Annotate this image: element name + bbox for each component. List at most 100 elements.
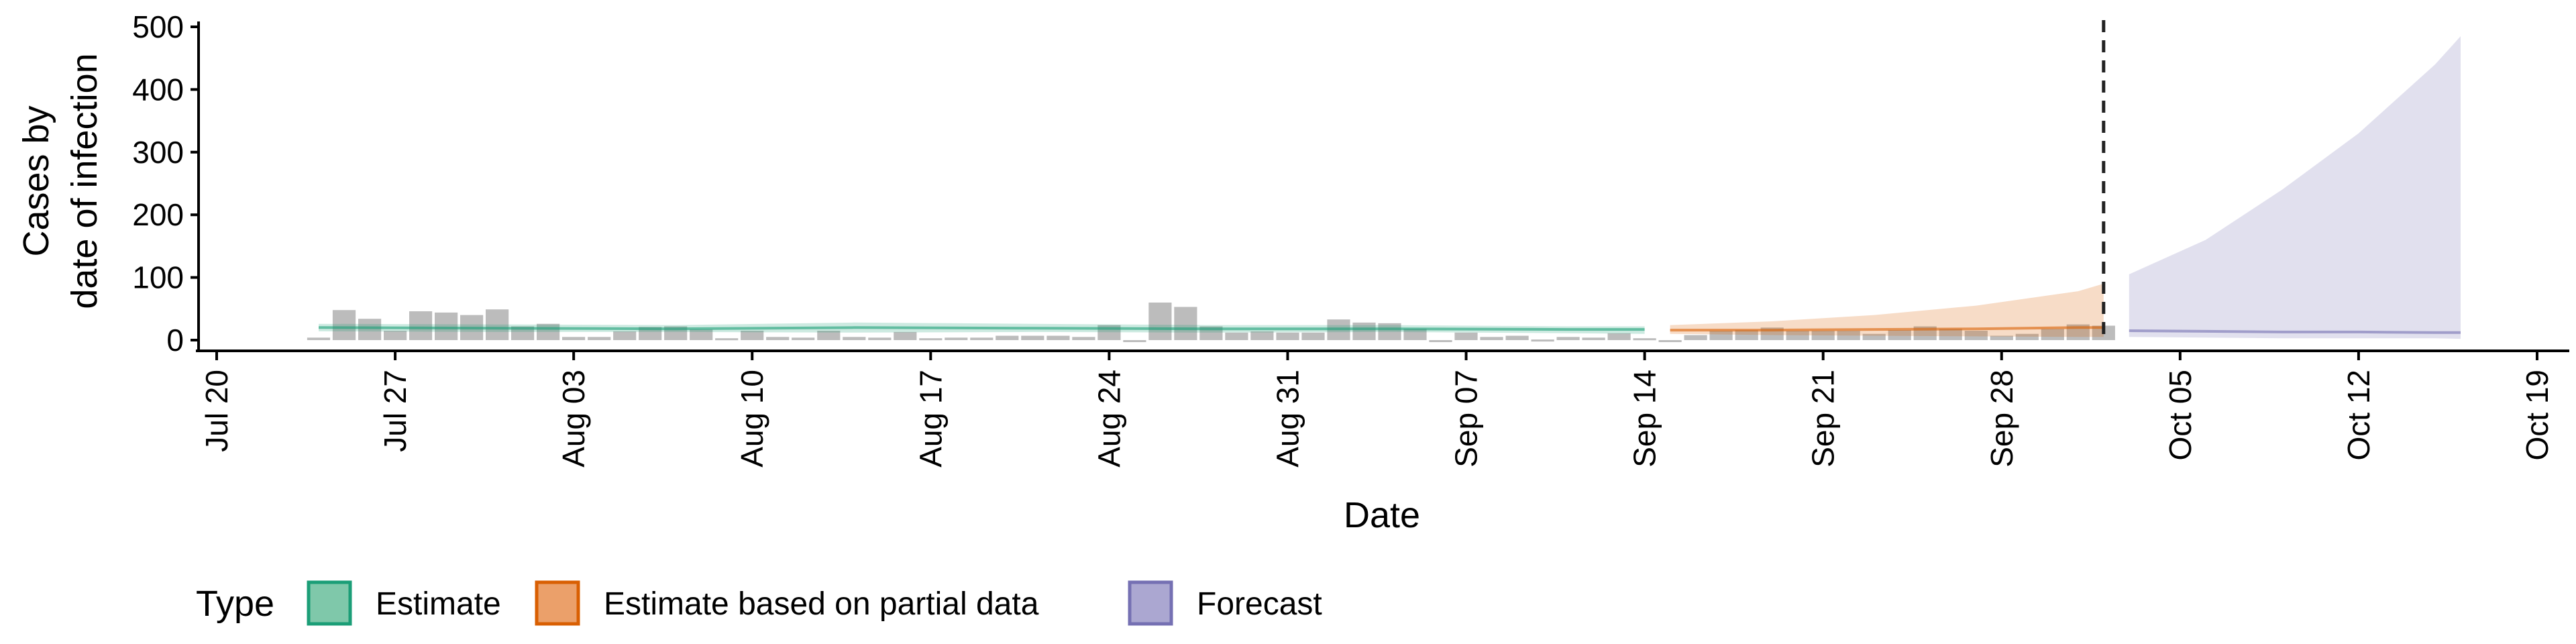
legend-label: Estimate [376, 586, 501, 622]
legend: Type Estimate Estimate based on partial da… [196, 580, 1322, 626]
y-tick-label: 100 [132, 260, 184, 295]
x-tick-label: Aug 10 [735, 370, 769, 468]
case-bar [1684, 335, 1707, 340]
ribbon-1 [1670, 283, 2104, 337]
y-tick-label: 400 [132, 72, 184, 107]
case-bar [1250, 331, 1274, 340]
case-bar [766, 337, 790, 340]
axes: 0 100 200 300 400 500 Jul 20 Jul 27 Aug 03 Aug 10… [16, 9, 2569, 535]
case-bar [1072, 337, 1095, 340]
case-bar [1990, 335, 2013, 340]
case-bar [384, 331, 407, 340]
x-axis-title: Date [1344, 495, 1420, 535]
legend-swatch [307, 580, 352, 626]
case-bar [1148, 303, 1172, 340]
x-tick-label: Aug 24 [1091, 370, 1126, 468]
plot-area [307, 20, 2461, 342]
case-bar [1531, 339, 1554, 342]
median-line-2 [2129, 329, 2461, 334]
case-bar [435, 312, 458, 340]
case-bar [1837, 331, 1860, 340]
case-bar [1046, 335, 1070, 340]
case-bar [1811, 331, 1835, 340]
case-bar [715, 338, 739, 341]
case-bar [1735, 330, 1758, 340]
case-bar [537, 323, 560, 340]
case-bar [1939, 329, 1962, 340]
median-line-0 [318, 326, 1645, 331]
case-bar [919, 338, 943, 341]
case-bar [792, 337, 815, 340]
x-tick-label: Jul 27 [378, 370, 413, 452]
case-bar [511, 326, 535, 340]
case-bar [1658, 340, 1682, 342]
case-bar [690, 329, 713, 340]
case-bar [613, 331, 637, 340]
case-bar [562, 337, 586, 340]
case-bar [2041, 329, 2064, 340]
legend-swatch [1128, 580, 1173, 626]
legend-label: Forecast [1197, 586, 1322, 622]
case-bar [1378, 323, 1401, 340]
case-bar [1633, 338, 1656, 341]
y-axis-title-line-2: date of infection [64, 53, 105, 309]
x-tick-label: Oct 12 [2341, 370, 2376, 461]
case-bar [970, 337, 994, 340]
case-bar [1301, 332, 1325, 340]
case-bar [1021, 335, 1044, 340]
x-tick-label: Aug 03 [556, 370, 591, 468]
x-tick-label: Sep 14 [1627, 370, 1662, 468]
case-bar [817, 331, 841, 340]
case-bar [1352, 322, 1376, 340]
case-bar [843, 337, 866, 340]
case-bar [1607, 333, 1631, 340]
case-bar [1174, 307, 1197, 340]
case-bar [588, 337, 611, 340]
case-bar [307, 337, 331, 340]
y-tick-label: 200 [132, 197, 184, 232]
case-bar [1786, 331, 1809, 340]
case-bar [868, 337, 892, 340]
case-bar [1403, 329, 1427, 340]
legend-label: Estimate based on partial data [604, 586, 1039, 622]
case-bar [409, 311, 433, 340]
y-tick-label: 300 [132, 135, 184, 170]
case-bar [945, 337, 968, 340]
case-bar [1888, 330, 1911, 340]
case-bar [1454, 332, 1478, 340]
case-bar [996, 335, 1019, 340]
case-bar [1862, 333, 1886, 340]
x-tick-label: Aug 17 [913, 370, 948, 468]
legend-title: Type [196, 584, 274, 624]
case-bar [1556, 337, 1580, 340]
legend-swatch [535, 580, 580, 626]
case-bar [639, 327, 662, 340]
case-bar [1429, 340, 1452, 342]
y-axis-title-line-1: Cases by [16, 105, 56, 256]
x-tick-label: Oct 19 [2520, 370, 2555, 461]
case-bar [2015, 333, 2039, 340]
case-bar [1276, 332, 1299, 340]
case-bar [1582, 337, 1605, 340]
ribbon-2 [2129, 36, 2461, 339]
case-bar [894, 331, 917, 340]
x-tick-label: Sep 07 [1449, 370, 1484, 468]
case-bar [1709, 331, 1733, 340]
case-bar [1123, 340, 1146, 342]
case-bar [358, 319, 382, 340]
case-bar [1225, 332, 1248, 340]
case-bar [741, 331, 764, 340]
x-tick-label: Sep 21 [1806, 370, 1841, 468]
case-bar [1505, 335, 1529, 340]
case-bar [486, 309, 509, 340]
y-tick-label: 500 [132, 9, 184, 44]
x-tick-label: Oct 05 [2163, 370, 2198, 461]
case-bar [1964, 331, 1988, 340]
case-bar [332, 310, 356, 340]
y-tick-label: 0 [166, 323, 184, 358]
median-line-1 [1670, 326, 2104, 332]
x-tick-label: Aug 31 [1271, 370, 1305, 468]
x-tick-label: Jul 20 [199, 370, 234, 452]
case-bar [1480, 337, 1503, 340]
